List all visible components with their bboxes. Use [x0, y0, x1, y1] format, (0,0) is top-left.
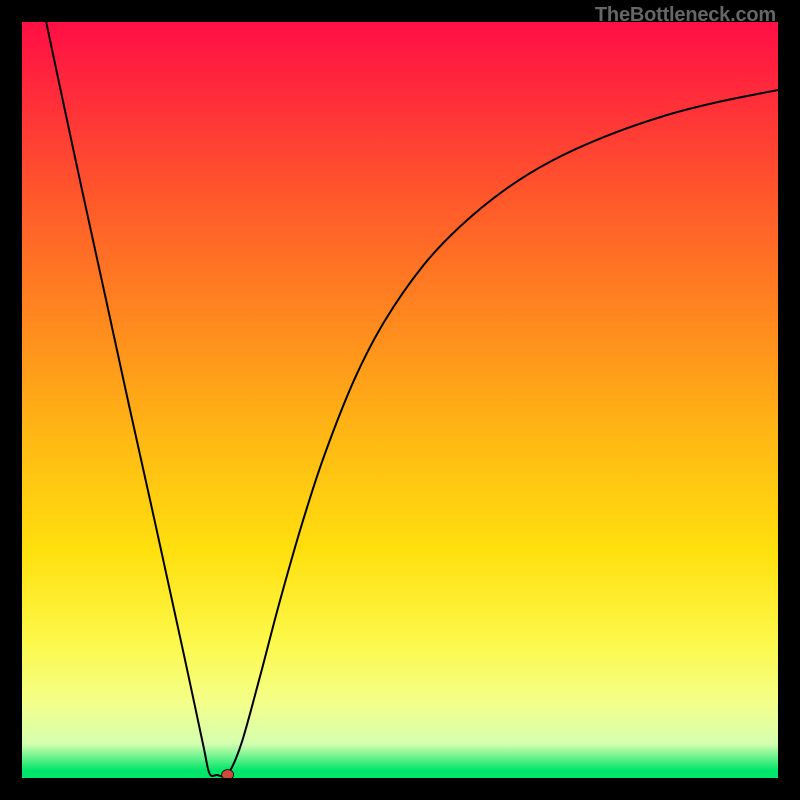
chart-container: TheBottleneck.com: [0, 0, 800, 800]
chart-svg: [22, 22, 778, 778]
plot-area: [22, 22, 778, 778]
chart-background: [22, 22, 778, 778]
watermark-text: TheBottleneck.com: [595, 4, 776, 27]
minimum-marker: [222, 770, 234, 778]
